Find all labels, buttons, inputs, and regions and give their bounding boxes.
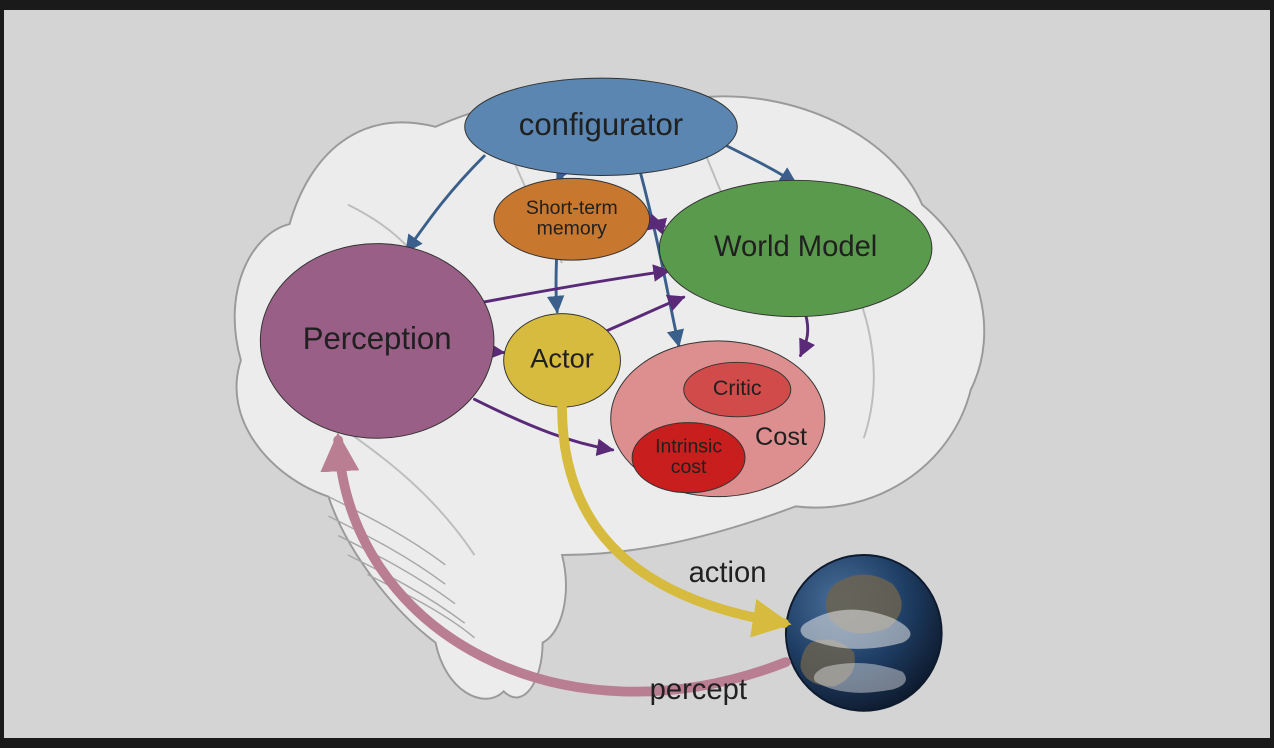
node-intrinsic-cost: Intrinsiccost	[632, 423, 745, 493]
node-label-intrinsic-cost: cost	[671, 456, 707, 478]
node-label-configurator: configurator	[519, 107, 683, 142]
earth-globe	[786, 555, 942, 711]
node-world-model: World Model	[659, 180, 932, 316]
node-label-short-term-memory: memory	[537, 218, 608, 240]
node-actor: Actor	[504, 314, 621, 407]
node-critic: Critic	[684, 362, 791, 417]
node-label-short-term-memory: Short-term	[526, 197, 618, 219]
node-label-cost: Cost	[755, 423, 807, 451]
node-perception: Perception	[260, 244, 494, 439]
node-label-world-model: World Model	[714, 231, 877, 263]
node-label-intrinsic-cost: Intrinsic	[655, 436, 722, 458]
percept-label: percept	[650, 674, 747, 706]
node-label-perception: Perception	[303, 321, 452, 356]
node-label-critic: Critic	[713, 376, 762, 400]
diagram-frame: Cost Critic Intrinsiccost configurator Short…	[0, 0, 1274, 748]
node-short-term-memory: Short-termmemory	[494, 178, 650, 260]
action-label: action	[689, 557, 767, 589]
node-configurator: configurator	[465, 78, 738, 175]
architecture-diagram: Cost Critic Intrinsiccost configurator Short…	[4, 10, 1270, 738]
node-label-actor: Actor	[530, 343, 594, 374]
